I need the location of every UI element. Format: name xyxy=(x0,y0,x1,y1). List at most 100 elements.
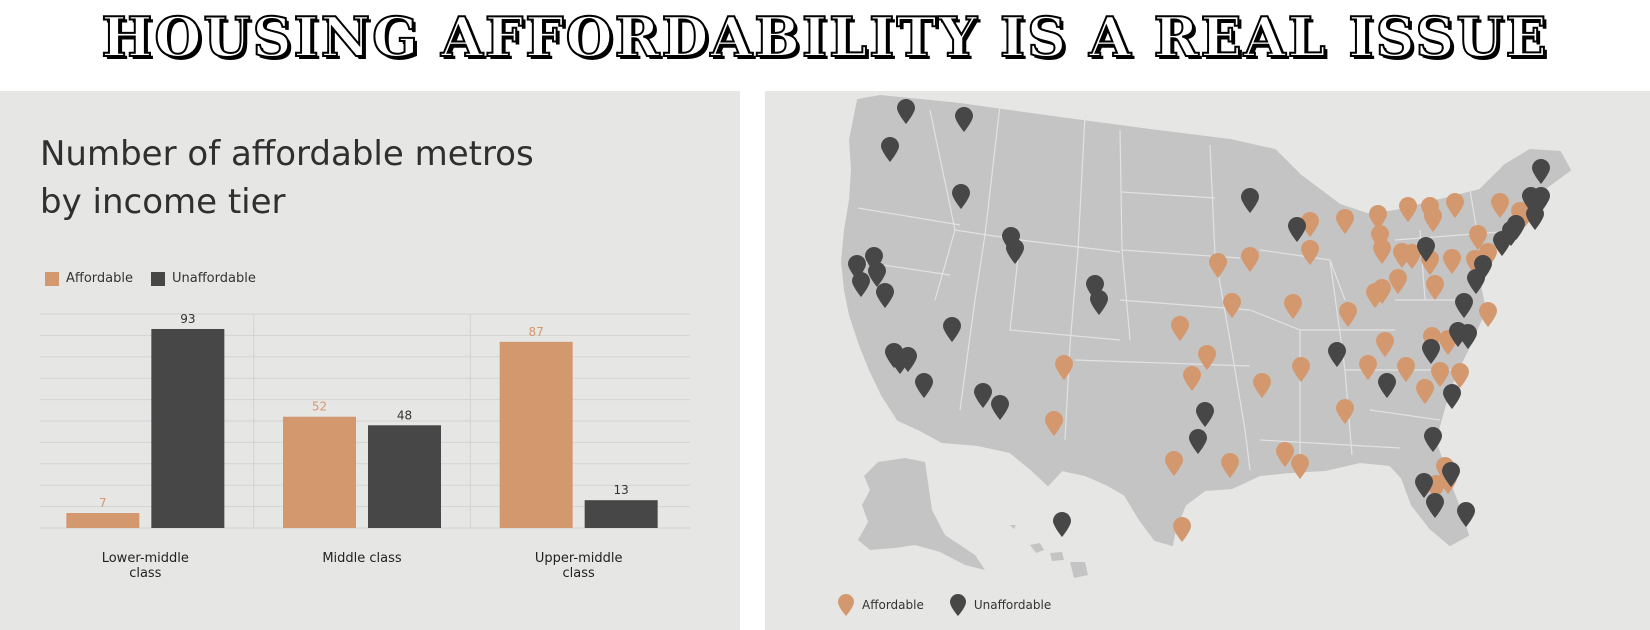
map-pin-icon-affordable xyxy=(1291,454,1309,479)
map-pin-icon-unaffordable xyxy=(881,137,899,162)
hawaii-shape-2 xyxy=(1050,552,1064,561)
map-pin-icon-affordable xyxy=(1165,451,1183,476)
legend-label-affordable: Affordable xyxy=(66,271,133,286)
map-pin-icon-unaffordable xyxy=(1378,373,1396,398)
map-pin-icon-affordable xyxy=(1198,345,1216,370)
map-pin-icon-affordable xyxy=(1171,316,1189,341)
map-pin-icon-unaffordable xyxy=(1455,293,1473,318)
category-label: Upper-middle xyxy=(535,551,623,566)
category-label: Middle class xyxy=(322,551,402,566)
map-legend-item-unaffordable: Unaffordable xyxy=(949,594,1052,616)
map-pin-icon-unaffordable xyxy=(974,383,992,408)
map-pin-icon-affordable xyxy=(1253,373,1271,398)
map-pin-icon-affordable xyxy=(1301,240,1319,265)
chart-title-line-2: by income tier xyxy=(40,182,286,222)
map-pin-icon-unaffordable xyxy=(1328,342,1346,367)
map-pin-icon-affordable xyxy=(1336,399,1354,424)
map-pin-icon-unaffordable xyxy=(1090,290,1108,315)
map-pin-icon-affordable xyxy=(1376,332,1394,357)
map-pin-icon-affordable xyxy=(1451,363,1469,388)
bar-chart-panel xyxy=(0,91,740,630)
map-pin-icon-affordable xyxy=(1426,275,1444,300)
map-legend-item-affordable: Affordable xyxy=(838,594,924,616)
map-pin-icon-affordable xyxy=(1469,225,1487,250)
bar-unaffordable xyxy=(584,500,658,528)
legend-item-unaffordable: Unaffordable xyxy=(151,271,256,286)
aleutian-islands xyxy=(1010,525,1016,529)
map-pin-icon-affordable xyxy=(1416,379,1434,404)
map-pin-icon-affordable xyxy=(1221,453,1239,478)
map-pin-icon-affordable xyxy=(1397,357,1415,382)
page-title: HOUSING AFFORDABILITY IS A REAL ISSUE xyxy=(100,4,1549,70)
map-pin-icon-affordable xyxy=(1209,253,1227,278)
map-pin-icon-affordable xyxy=(1241,247,1259,272)
map-pin-icon-unaffordable xyxy=(876,283,894,308)
map-pin-icon-affordable xyxy=(838,594,854,616)
map-pin-icon-unaffordable xyxy=(899,347,917,372)
map-pin-icon-unaffordable xyxy=(1493,231,1511,256)
map-pin-icon-affordable xyxy=(1223,293,1241,318)
legend-swatch-affordable xyxy=(45,271,59,286)
map-pin-icon-unaffordable xyxy=(1426,493,1444,518)
map-pin-icon-unaffordable xyxy=(868,262,886,287)
bar-unaffordable xyxy=(368,425,441,528)
map-pin-icon-affordable xyxy=(1339,302,1357,327)
map-pin-icon-unaffordable xyxy=(1288,217,1306,242)
map-pin-icon-unaffordable xyxy=(952,184,970,209)
map-pin-icon-unaffordable xyxy=(1415,473,1433,498)
data-label-unaffordable: 13 xyxy=(614,483,629,497)
map-pin-icon-affordable xyxy=(1183,366,1201,391)
map-pin-icon-unaffordable xyxy=(991,395,1009,420)
state-borders xyxy=(849,104,1501,471)
map-pin-icon-unaffordable xyxy=(1196,402,1214,427)
map-pin-icon-affordable xyxy=(1359,355,1377,380)
map-pin-icon-affordable xyxy=(1399,197,1417,222)
map-pin-icon-unaffordable xyxy=(897,99,915,124)
map-pin-icon-affordable xyxy=(1336,209,1354,234)
map-pin-icon-affordable xyxy=(1431,362,1449,387)
map-pin-icon-affordable xyxy=(1284,294,1302,319)
map-legend-label-affordable: Affordable xyxy=(862,598,924,612)
contiguous-us-shape xyxy=(840,94,1572,547)
map-pins xyxy=(848,99,1550,542)
map-pin-icon-affordable xyxy=(1491,193,1509,218)
map-pin-icon-affordable xyxy=(1403,244,1421,269)
data-label-unaffordable: 48 xyxy=(397,408,412,422)
map-pin-icon-affordable xyxy=(1292,357,1310,382)
data-label-affordable: 7 xyxy=(99,496,107,510)
map-pin-icon-unaffordable xyxy=(852,272,870,297)
data-label-affordable: 52 xyxy=(312,400,327,414)
map-pin-icon-affordable xyxy=(1055,355,1073,380)
map-pin-icon-unaffordable xyxy=(1424,427,1442,452)
hawaii-shape-3 xyxy=(1070,562,1088,578)
map-pin-icon-unaffordable xyxy=(1189,429,1207,454)
map-pin-icon-unaffordable xyxy=(1417,237,1435,262)
map-pin-icon-unaffordable xyxy=(1467,269,1485,294)
map-land xyxy=(840,94,1572,578)
map-legend: Affordable Unaffordable xyxy=(838,594,1077,616)
map-pin-icon-affordable xyxy=(1389,269,1407,294)
data-label-unaffordable: 93 xyxy=(180,312,195,326)
map-pin-icon-unaffordable xyxy=(955,107,973,132)
map-pin-icon-unaffordable xyxy=(1006,239,1024,264)
map-pin-icon-unaffordable xyxy=(1443,384,1461,409)
map-pin-icon-unaffordable xyxy=(1457,502,1475,527)
map-pin-icon-unaffordable xyxy=(943,317,961,342)
map-pin-icon-affordable xyxy=(1443,249,1461,274)
chart-legend: Affordable Unaffordable xyxy=(45,271,274,286)
map-pin-icon-affordable xyxy=(1479,302,1497,327)
map-pin-icon-affordable xyxy=(1173,517,1191,542)
map-legend-label-unaffordable: Unaffordable xyxy=(973,598,1052,612)
map-pin-icon-affordable xyxy=(1446,193,1464,218)
bar-affordable xyxy=(66,513,140,528)
bar-affordable xyxy=(283,416,356,528)
category-label: Lower-middle xyxy=(102,551,189,566)
map-pin-icon-unaffordable xyxy=(1442,462,1460,487)
map-pin-icon-unaffordable xyxy=(1459,324,1477,349)
map-pin-icon-unaffordable xyxy=(1053,512,1071,537)
chart-title-line-1: Number of affordable metros xyxy=(40,134,534,174)
map-pin-icon-affordable xyxy=(1373,239,1391,264)
category-label: class xyxy=(129,566,161,581)
